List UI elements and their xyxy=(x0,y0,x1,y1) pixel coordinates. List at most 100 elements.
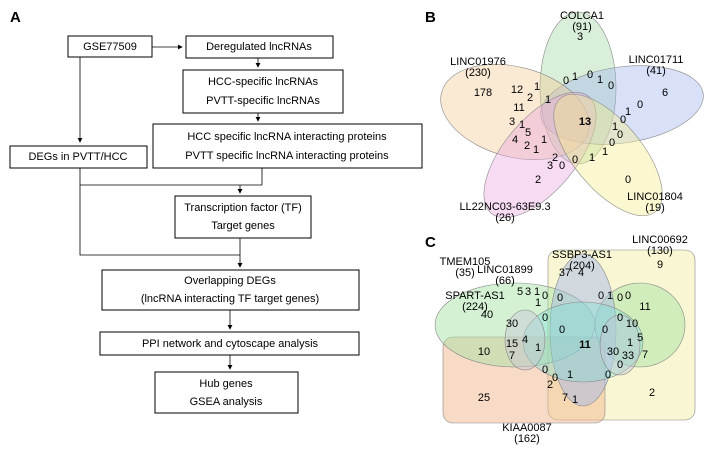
set-name: SSBP3-AS1 xyxy=(552,249,612,261)
region-count: 33 xyxy=(622,350,634,362)
set-name: LINC01899 xyxy=(477,264,533,276)
region-count: 11 xyxy=(513,102,524,114)
region-count: 13 xyxy=(579,116,591,128)
region-count: 0 xyxy=(609,137,615,149)
region-count: 11 xyxy=(639,301,650,313)
node-label: DEGs in PVTT/HCC xyxy=(28,151,127,163)
region-count: 15 xyxy=(506,338,518,350)
node-label: Target genes xyxy=(211,220,275,232)
region-count: 1 xyxy=(572,394,578,406)
flowchart: GSE77509 Deregulated lncRNAs HCC-specifi… xyxy=(9,35,423,414)
region-count: 5 xyxy=(637,332,643,344)
region-count: 3 xyxy=(525,286,531,298)
set-name: SPART-AS1 xyxy=(445,290,505,302)
set-count: (130) xyxy=(647,245,673,257)
node-label: PVTT specific lncRNA interacting protein… xyxy=(185,150,389,162)
region-count: 12 xyxy=(511,84,523,96)
node-label: Deregulated lncRNAs xyxy=(206,41,312,53)
region-count: 0 xyxy=(637,99,643,111)
node-label: Transcription factor (TF) xyxy=(184,202,302,214)
node-label: Overlapping DEGs xyxy=(184,275,276,287)
region-count: 1 xyxy=(535,297,541,309)
region-count: 0 xyxy=(608,80,614,92)
region-count: 3 xyxy=(547,160,553,172)
region-count: 0 xyxy=(572,154,578,166)
region-count: 2 xyxy=(527,92,533,104)
region-count: 0 xyxy=(542,290,548,302)
region-count: 0 xyxy=(617,292,623,304)
region-count: 30 xyxy=(506,318,518,330)
set-count: (224) xyxy=(462,301,488,313)
region-count: 0 xyxy=(617,359,623,371)
region-count: 30 xyxy=(607,346,619,358)
region-count: 1 xyxy=(535,342,541,354)
node-label: (lncRNA interacting TF target genes) xyxy=(141,293,319,305)
node-label: GSE77509 xyxy=(83,41,137,53)
region-count: 7 xyxy=(509,350,515,362)
region-count: 0 xyxy=(605,369,611,381)
region-count: 0 xyxy=(563,75,569,87)
region-count: 0 xyxy=(617,312,623,324)
region-count: 11 xyxy=(579,339,591,351)
region-count: 9 xyxy=(657,259,663,271)
region-count: 0 xyxy=(617,129,623,141)
set-count: (162) xyxy=(514,433,540,445)
region-count: 4 xyxy=(578,267,584,279)
region-count: 2 xyxy=(552,152,558,164)
region-count: 7 xyxy=(642,349,648,361)
region-count: 0 xyxy=(598,290,604,302)
region-count: 10 xyxy=(626,318,638,330)
set-name: COLCA1 xyxy=(560,10,604,22)
region-count: 1 xyxy=(545,94,551,106)
region-count: 1 xyxy=(519,119,525,131)
region-count: 1 xyxy=(534,81,540,93)
set-name: KIAA0087 xyxy=(502,422,552,434)
set-count: (26) xyxy=(495,212,515,224)
region-count: 0 xyxy=(559,324,565,336)
set-name: TMEM105 xyxy=(440,256,491,268)
region-count: 0 xyxy=(542,312,548,324)
region-count: 3 xyxy=(509,116,515,128)
region-count: 2 xyxy=(535,174,541,186)
region-count: 178 xyxy=(474,87,492,99)
venn-c xyxy=(434,249,696,424)
region-count: 0 xyxy=(587,69,593,81)
region-count: 0 xyxy=(602,324,608,336)
region-count: 0 xyxy=(620,114,626,126)
node-label: Hub genes xyxy=(199,378,253,390)
node-label: GSEA analysis xyxy=(190,396,263,408)
region-count: 2 xyxy=(547,379,553,391)
region-count: 4 xyxy=(522,334,528,346)
region-count: 4 xyxy=(512,134,518,146)
set-count: (35) xyxy=(455,267,475,279)
region-count: 37 xyxy=(559,267,571,279)
region-count: 2 xyxy=(524,140,530,152)
region-count: 1 xyxy=(597,74,603,86)
region-count: 1 xyxy=(589,152,595,164)
region-count: 2 xyxy=(649,387,655,399)
set-count: (19) xyxy=(645,202,665,214)
set-count: (66) xyxy=(495,275,515,287)
panel-label: C xyxy=(425,234,436,251)
region-count: 5 xyxy=(517,286,523,298)
set-name: LL22NC03-63E9.3 xyxy=(459,201,550,213)
set-name: LINC01804 xyxy=(627,191,683,203)
region-count: 1 xyxy=(602,146,608,158)
region-count: 25 xyxy=(478,392,490,404)
set-name: LINC00692 xyxy=(632,234,688,246)
region-count: 1 xyxy=(572,71,578,83)
node-label: HCC specific lncRNA interacting proteins xyxy=(187,131,387,143)
region-count: 0 xyxy=(625,174,631,186)
set-count: (91) xyxy=(572,21,592,33)
node-label: PPI network and cytoscape analysis xyxy=(142,338,319,350)
region-count: 1 xyxy=(625,106,631,118)
region-count: 5 xyxy=(525,127,531,139)
region-count: 1 xyxy=(541,134,547,146)
region-count: 1 xyxy=(534,286,540,298)
set-name: LINC01976 xyxy=(450,56,506,68)
region-count: 0 xyxy=(559,160,565,172)
region-count: 10 xyxy=(478,346,490,358)
panel-label: A xyxy=(10,9,21,26)
region-count: 3 xyxy=(577,31,583,43)
